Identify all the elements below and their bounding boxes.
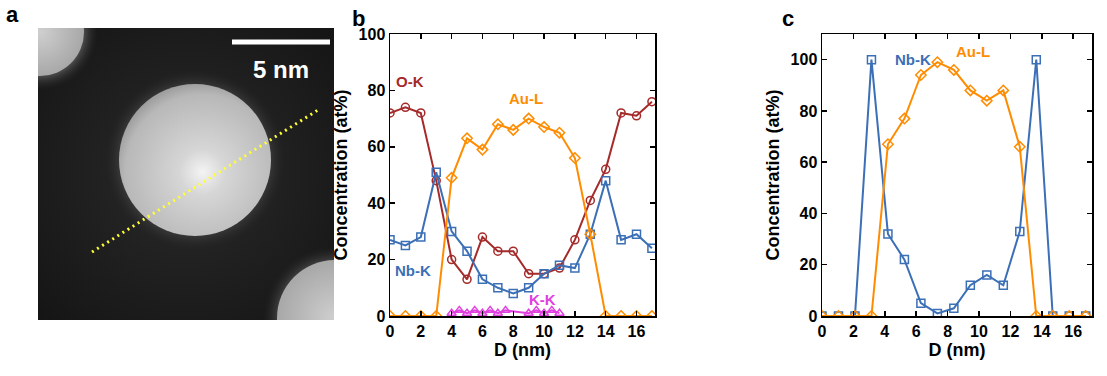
svg-text:0: 0 — [376, 308, 385, 325]
svg-text:Au-L: Au-L — [509, 90, 543, 107]
svg-text:4: 4 — [880, 323, 889, 340]
svg-text:Concentration (at%): Concentration (at%) — [331, 89, 351, 260]
svg-text:0: 0 — [808, 308, 817, 325]
svg-text:10: 10 — [970, 323, 988, 340]
svg-text:K-K: K-K — [529, 291, 556, 308]
svg-text:16: 16 — [1064, 323, 1082, 340]
svg-text:14: 14 — [1033, 323, 1051, 340]
svg-text:c: c — [782, 6, 794, 31]
svg-text:O-K: O-K — [396, 73, 424, 90]
svg-text:10: 10 — [535, 323, 553, 340]
svg-text:80: 80 — [800, 103, 818, 120]
svg-text:12: 12 — [1001, 323, 1019, 340]
svg-text:20: 20 — [368, 251, 386, 268]
svg-text:0: 0 — [818, 323, 827, 340]
svg-text:12: 12 — [566, 323, 584, 340]
svg-text:2: 2 — [849, 323, 858, 340]
svg-text:20: 20 — [800, 256, 818, 273]
svg-text:60: 60 — [368, 138, 386, 155]
svg-text:2: 2 — [416, 323, 425, 340]
svg-text:Concentration (at%): Concentration (at%) — [763, 89, 783, 260]
svg-text:Au-L: Au-L — [956, 43, 990, 60]
svg-text:100: 100 — [359, 26, 386, 43]
svg-text:D (nm): D (nm) — [494, 340, 551, 360]
svg-text:40: 40 — [368, 195, 386, 212]
svg-text:100: 100 — [791, 51, 818, 68]
svg-text:D (nm): D (nm) — [929, 340, 986, 360]
svg-text:40: 40 — [800, 205, 818, 222]
svg-text:Nb-K: Nb-K — [395, 262, 431, 279]
svg-text:0: 0 — [386, 323, 395, 340]
svg-text:6: 6 — [478, 323, 487, 340]
svg-text:80: 80 — [368, 82, 386, 99]
svg-text:8: 8 — [943, 323, 952, 340]
svg-text:a: a — [6, 2, 19, 27]
svg-text:16: 16 — [628, 323, 646, 340]
svg-text:4: 4 — [447, 323, 456, 340]
svg-text:8: 8 — [509, 323, 518, 340]
svg-text:14: 14 — [597, 323, 615, 340]
svg-text:Nb-K: Nb-K — [895, 51, 931, 68]
svg-text:5 nm: 5 nm — [253, 56, 309, 83]
svg-text:6: 6 — [912, 323, 921, 340]
svg-text:b: b — [352, 6, 365, 31]
svg-text:60: 60 — [800, 154, 818, 171]
